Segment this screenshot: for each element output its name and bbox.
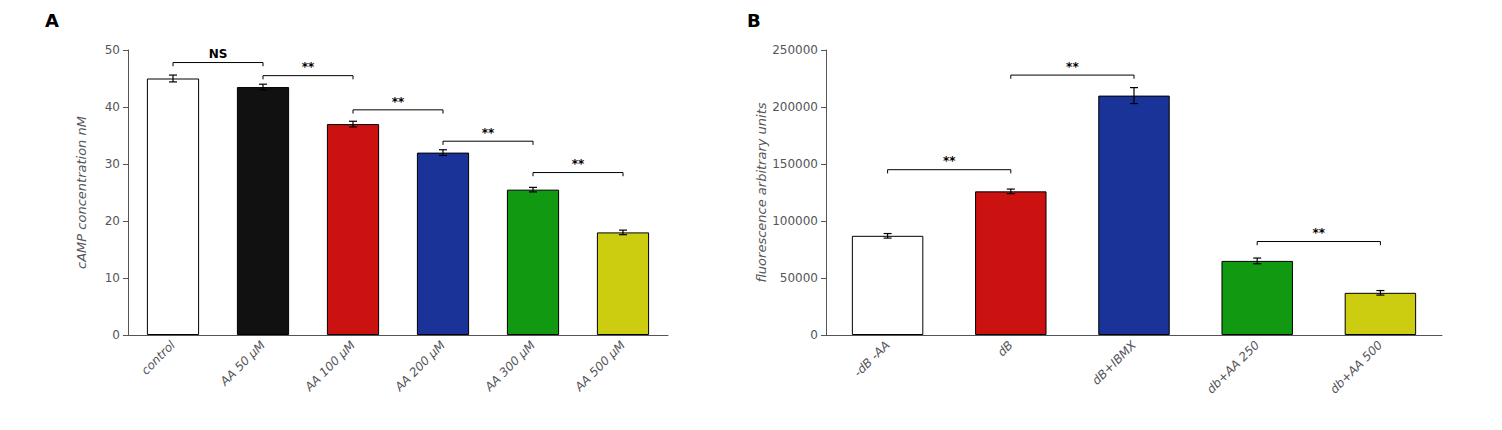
svg-text:control: control bbox=[138, 338, 178, 378]
svg-text:0: 0 bbox=[112, 328, 120, 342]
svg-text:250000: 250000 bbox=[772, 43, 818, 57]
svg-text:AA 200 μM: AA 200 μM bbox=[391, 338, 448, 395]
svg-text:50000: 50000 bbox=[780, 271, 818, 285]
svg-text:cAMP concentration nM: cAMP concentration nM bbox=[74, 116, 89, 269]
svg-text:**: ** bbox=[943, 154, 956, 168]
svg-text:40: 40 bbox=[105, 100, 120, 114]
svg-text:AA 100 μM: AA 100 μM bbox=[301, 338, 358, 395]
svg-text:**: ** bbox=[392, 95, 405, 109]
svg-text:dB+IBMX: dB+IBMX bbox=[1089, 337, 1139, 387]
svg-text:**: ** bbox=[572, 157, 585, 171]
svg-text:db+AA 500: db+AA 500 bbox=[1327, 338, 1385, 396]
svg-text:10: 10 bbox=[105, 271, 120, 285]
svg-text:150000: 150000 bbox=[772, 157, 818, 171]
svg-text:-dB -AA: -dB -AA bbox=[851, 338, 892, 379]
svg-text:A: A bbox=[45, 10, 59, 31]
svg-text:200000: 200000 bbox=[772, 100, 818, 114]
svg-text:AA 50 μM: AA 50 μM bbox=[217, 338, 269, 390]
svg-text:NS: NS bbox=[209, 47, 228, 61]
svg-text:50: 50 bbox=[105, 43, 120, 57]
svg-text:fluorescence arbitrary units: fluorescence arbitrary units bbox=[754, 102, 769, 282]
svg-text:**: ** bbox=[1313, 226, 1326, 240]
svg-text:AA 500 μM: AA 500 μM bbox=[571, 338, 628, 395]
svg-text:**: ** bbox=[482, 126, 495, 140]
svg-text:0: 0 bbox=[810, 328, 818, 342]
svg-text:100000: 100000 bbox=[772, 214, 818, 228]
svg-text:B: B bbox=[747, 10, 761, 31]
svg-text:30: 30 bbox=[105, 157, 120, 171]
svg-text:dB: dB bbox=[995, 338, 1016, 359]
svg-text:AA 300 μM: AA 300 μM bbox=[481, 338, 538, 395]
svg-text:**: ** bbox=[302, 60, 315, 74]
svg-text:**: ** bbox=[1066, 60, 1079, 74]
svg-text:20: 20 bbox=[105, 214, 120, 228]
svg-text:db+AA 250: db+AA 250 bbox=[1204, 338, 1262, 396]
